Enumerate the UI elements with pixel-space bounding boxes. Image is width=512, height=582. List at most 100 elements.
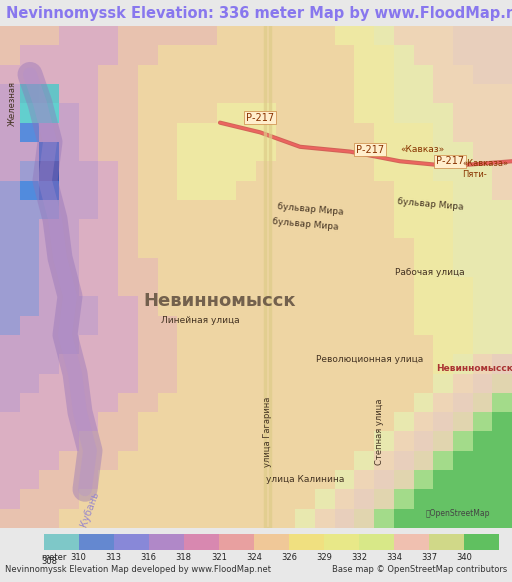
- Bar: [0, 393, 19, 412]
- Bar: [237, 161, 256, 180]
- Bar: [79, 84, 98, 104]
- Bar: [158, 450, 177, 470]
- Bar: [79, 335, 98, 354]
- Bar: [354, 142, 374, 161]
- Bar: [118, 489, 138, 509]
- Bar: [414, 470, 433, 489]
- Bar: [217, 84, 237, 104]
- Bar: [39, 239, 59, 258]
- Bar: [315, 200, 335, 219]
- Bar: [197, 277, 217, 296]
- Bar: [256, 161, 275, 180]
- Text: 334: 334: [386, 553, 402, 562]
- Bar: [197, 123, 217, 142]
- Bar: [44, 534, 78, 551]
- Bar: [453, 315, 473, 335]
- Text: «Кавказа»
Пяти-: «Кавказа» Пяти-: [462, 159, 508, 179]
- Bar: [19, 431, 39, 450]
- Bar: [453, 335, 473, 354]
- Bar: [394, 123, 414, 142]
- Bar: [19, 123, 39, 142]
- Bar: [275, 84, 295, 104]
- Bar: [197, 450, 217, 470]
- Bar: [374, 123, 394, 142]
- Bar: [98, 450, 118, 470]
- Bar: [0, 450, 19, 470]
- Bar: [217, 489, 237, 509]
- Bar: [98, 489, 118, 509]
- Bar: [275, 335, 295, 354]
- Bar: [295, 509, 315, 528]
- Bar: [256, 84, 275, 104]
- Bar: [138, 431, 158, 450]
- Bar: [237, 509, 256, 528]
- Bar: [79, 26, 98, 45]
- Bar: [354, 180, 374, 200]
- Bar: [39, 509, 59, 528]
- Bar: [374, 45, 394, 65]
- Bar: [217, 450, 237, 470]
- Bar: [394, 180, 414, 200]
- Bar: [433, 412, 453, 431]
- Bar: [118, 65, 138, 84]
- Bar: [354, 335, 374, 354]
- Bar: [335, 296, 354, 315]
- Bar: [237, 277, 256, 296]
- Bar: [433, 277, 453, 296]
- Bar: [354, 84, 374, 104]
- Bar: [158, 65, 177, 84]
- Bar: [98, 277, 118, 296]
- Bar: [295, 142, 315, 161]
- Bar: [354, 277, 374, 296]
- Bar: [0, 489, 19, 509]
- Bar: [0, 45, 19, 65]
- Bar: [315, 374, 335, 393]
- Bar: [19, 258, 39, 277]
- Bar: [0, 412, 19, 431]
- Bar: [217, 239, 237, 258]
- Bar: [39, 84, 59, 104]
- Bar: [433, 200, 453, 219]
- Bar: [19, 277, 39, 296]
- Bar: [493, 296, 512, 315]
- Bar: [0, 354, 19, 374]
- Bar: [98, 161, 118, 180]
- Bar: [39, 26, 59, 45]
- Bar: [295, 374, 315, 393]
- Bar: [158, 489, 177, 509]
- Bar: [79, 258, 98, 277]
- Bar: [453, 123, 473, 142]
- Bar: [237, 431, 256, 450]
- Bar: [374, 296, 394, 315]
- Bar: [197, 84, 217, 104]
- Bar: [275, 315, 295, 335]
- Bar: [315, 509, 335, 528]
- Bar: [275, 161, 295, 180]
- Bar: [374, 315, 394, 335]
- Bar: [453, 393, 473, 412]
- Bar: [374, 200, 394, 219]
- Bar: [0, 26, 19, 45]
- Bar: [414, 123, 433, 142]
- Bar: [39, 450, 59, 470]
- Bar: [335, 431, 354, 450]
- Bar: [256, 509, 275, 528]
- Bar: [433, 123, 453, 142]
- Bar: [98, 180, 118, 200]
- Bar: [275, 65, 295, 84]
- Bar: [138, 470, 158, 489]
- Bar: [118, 84, 138, 104]
- Bar: [237, 450, 256, 470]
- Bar: [79, 509, 98, 528]
- Bar: [275, 412, 295, 431]
- Bar: [138, 45, 158, 65]
- Bar: [79, 431, 98, 450]
- Bar: [335, 335, 354, 354]
- Text: 310: 310: [71, 553, 87, 562]
- Bar: [414, 180, 433, 200]
- Bar: [177, 374, 197, 393]
- Bar: [197, 431, 217, 450]
- Bar: [275, 296, 295, 315]
- Text: 326: 326: [281, 553, 297, 562]
- Bar: [59, 123, 79, 142]
